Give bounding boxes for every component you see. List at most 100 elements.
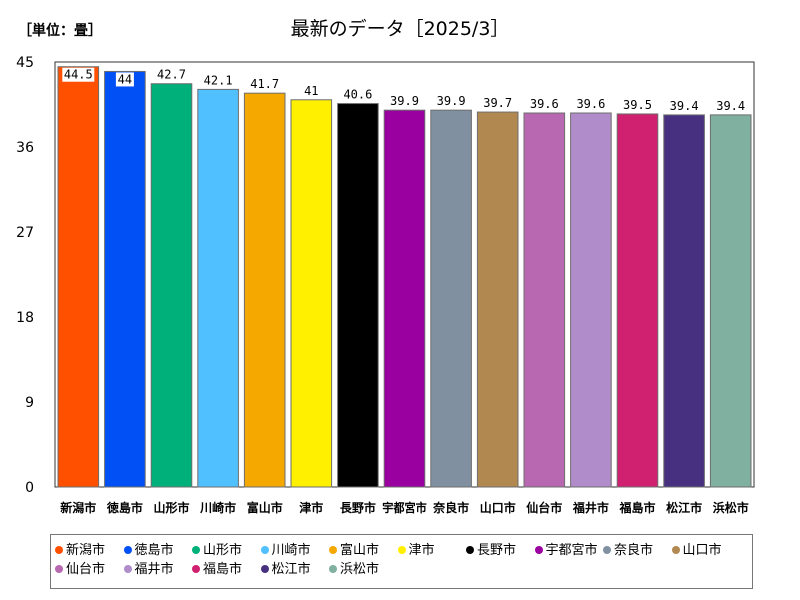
x-tick-label-05: 富山市 xyxy=(247,500,283,515)
value-label-14: 39.4 xyxy=(670,99,699,113)
legend-label-01: 新潟市 xyxy=(66,543,106,558)
legend-item-04: 川崎市 xyxy=(260,542,311,560)
y-tick-label-03: 18 xyxy=(16,310,34,326)
legend-item-02: 徳島市 xyxy=(123,542,174,560)
legend-label-09: 奈良市 xyxy=(614,543,654,558)
y-tick-label-01: 0 xyxy=(25,480,34,496)
x-axis: 新潟市 徳島市 山形市 川崎市 富山市 津市 長野市 宇都宮市 奈良市 山口市 仙台市 福井市 福島市松… xyxy=(60,500,748,515)
y-tick-label-05: 36 xyxy=(16,140,34,156)
legend-label-13: 福島市 xyxy=(203,562,243,577)
value-label-11: 39.6 xyxy=(530,97,559,111)
value-label-bg-01 xyxy=(62,67,95,82)
legend-swatch-15 xyxy=(329,565,337,573)
legend-label-05: 富山市 xyxy=(340,543,380,558)
value-label-15: 39.4 xyxy=(716,99,745,113)
x-tick-label-12: 福井市 xyxy=(572,500,609,515)
bar-05 xyxy=(243,92,286,488)
legend-label-02: 徳島市 xyxy=(134,543,174,558)
y-axis: 0 9 18 27 36 45 xyxy=(16,55,34,496)
bar-06 xyxy=(290,99,333,488)
x-tick-label-15: 浜松市 xyxy=(713,500,749,515)
legend-item-03: 山形市 xyxy=(192,542,242,560)
legend-swatch-08 xyxy=(534,546,543,554)
value-label-02: 44 xyxy=(118,72,132,86)
x-tick-label-11: 仙台市 xyxy=(526,500,562,515)
bar-03 xyxy=(150,83,193,488)
legend-item-05: 富山市 xyxy=(329,542,379,560)
bars xyxy=(57,66,752,488)
x-tick-label-14: 松江市 xyxy=(666,500,702,515)
x-tick-label-04: 川崎市 xyxy=(199,500,236,515)
legend-label-12: 福井市 xyxy=(134,562,174,577)
value-label-13: 39.5 xyxy=(623,98,652,112)
bar-09 xyxy=(430,109,472,488)
legend-swatch-10 xyxy=(671,546,680,554)
chart-title: 最新のデータ［2025/3］ xyxy=(290,18,510,40)
legend-item-11: 仙台市 xyxy=(55,561,105,579)
legend-swatch-11 xyxy=(55,565,63,573)
value-labels: 44.5 44 42.7 42.1 41.7 41 40.6 39.9 39.9 39.7 39.6… xyxy=(62,67,745,113)
legend-label-07: 長野市 xyxy=(477,543,517,558)
legend-swatch-04 xyxy=(260,546,269,554)
legend-swatch-09 xyxy=(603,546,611,554)
legend-swatch-12 xyxy=(123,565,132,573)
y-tick-label-02: 9 xyxy=(25,395,34,411)
x-tick-label-13: 福島市 xyxy=(618,500,655,515)
legend-label-06: 津市 xyxy=(408,543,435,558)
legend-swatch-14 xyxy=(260,565,269,573)
value-label-08: 39.9 xyxy=(390,94,419,108)
bar-15 xyxy=(709,114,752,488)
legend-label-08: 宇都宮市 xyxy=(545,543,598,558)
legend-swatch-01 xyxy=(55,546,63,554)
legend-item-10: 山口市 xyxy=(671,542,722,560)
x-tick-label-08: 宇都宮市 xyxy=(382,500,427,515)
y-tick-label-06: 45 xyxy=(16,55,34,71)
bar-04 xyxy=(197,88,239,488)
bar-14 xyxy=(663,114,705,488)
legend-item-15: 浜松市 xyxy=(329,561,379,579)
value-label-05: 41.7 xyxy=(250,77,279,91)
legend-label-11: 仙台市 xyxy=(66,562,106,577)
legend-item-07: 長野市 xyxy=(466,542,516,560)
x-tick-label-07: 長野市 xyxy=(340,500,376,515)
legend-label-10: 山口市 xyxy=(682,543,722,558)
value-label-03: 42.7 xyxy=(157,68,186,82)
value-label-07: 40.6 xyxy=(343,88,372,102)
bar-08 xyxy=(383,109,426,488)
x-tick-label-06: 津市 xyxy=(299,500,323,515)
x-tick-label-01: 新潟市 xyxy=(60,500,96,515)
legend-item-01: 新潟市 xyxy=(55,542,105,560)
bar-11 xyxy=(523,112,566,488)
legend: 新潟市 徳島市 山形市 川崎市 富山市 津市 長野市 宇都宮市 奈良市 山口市仙台市 福井市 福島市 松… xyxy=(50,534,753,589)
legend-item-08: 宇都宮市 xyxy=(534,542,598,560)
bar-07 xyxy=(337,103,379,488)
legend-item-14: 松江市 xyxy=(260,561,311,579)
unit-label: ［単位：畳］ xyxy=(18,23,102,39)
bar-12 xyxy=(570,112,612,488)
legend-item-13: 福島市 xyxy=(192,561,242,579)
value-label-06: 41 xyxy=(304,84,318,98)
legend-swatch-06 xyxy=(397,546,406,554)
legend-label-04: 川崎市 xyxy=(271,543,311,558)
value-label-09: 39.9 xyxy=(437,94,466,108)
legend-label-03: 山形市 xyxy=(203,543,243,558)
legend-swatch-05 xyxy=(329,546,337,554)
legend-label-15: 浜松市 xyxy=(340,562,380,577)
x-tick-label-02: 徳島市 xyxy=(106,500,143,515)
legend-swatch-03 xyxy=(192,546,200,554)
legend-swatch-13 xyxy=(192,565,200,573)
x-tick-label-10: 山口市 xyxy=(480,500,516,515)
value-label-bg-02 xyxy=(115,72,134,87)
legend-label-14: 松江市 xyxy=(271,562,311,577)
value-label-12: 39.6 xyxy=(576,97,605,111)
legend-item-06: 津市 xyxy=(397,542,435,560)
bar-10 xyxy=(476,111,519,488)
legend-item-09: 奈良市 xyxy=(603,542,653,560)
legend-item-12: 福井市 xyxy=(123,561,174,579)
bar-02 xyxy=(104,70,146,488)
y-tick-label-04: 27 xyxy=(16,225,34,241)
x-tick-label-03: 山形市 xyxy=(153,500,189,515)
legend-swatch-07 xyxy=(466,546,474,554)
x-tick-label-09: 奈良市 xyxy=(432,500,469,515)
